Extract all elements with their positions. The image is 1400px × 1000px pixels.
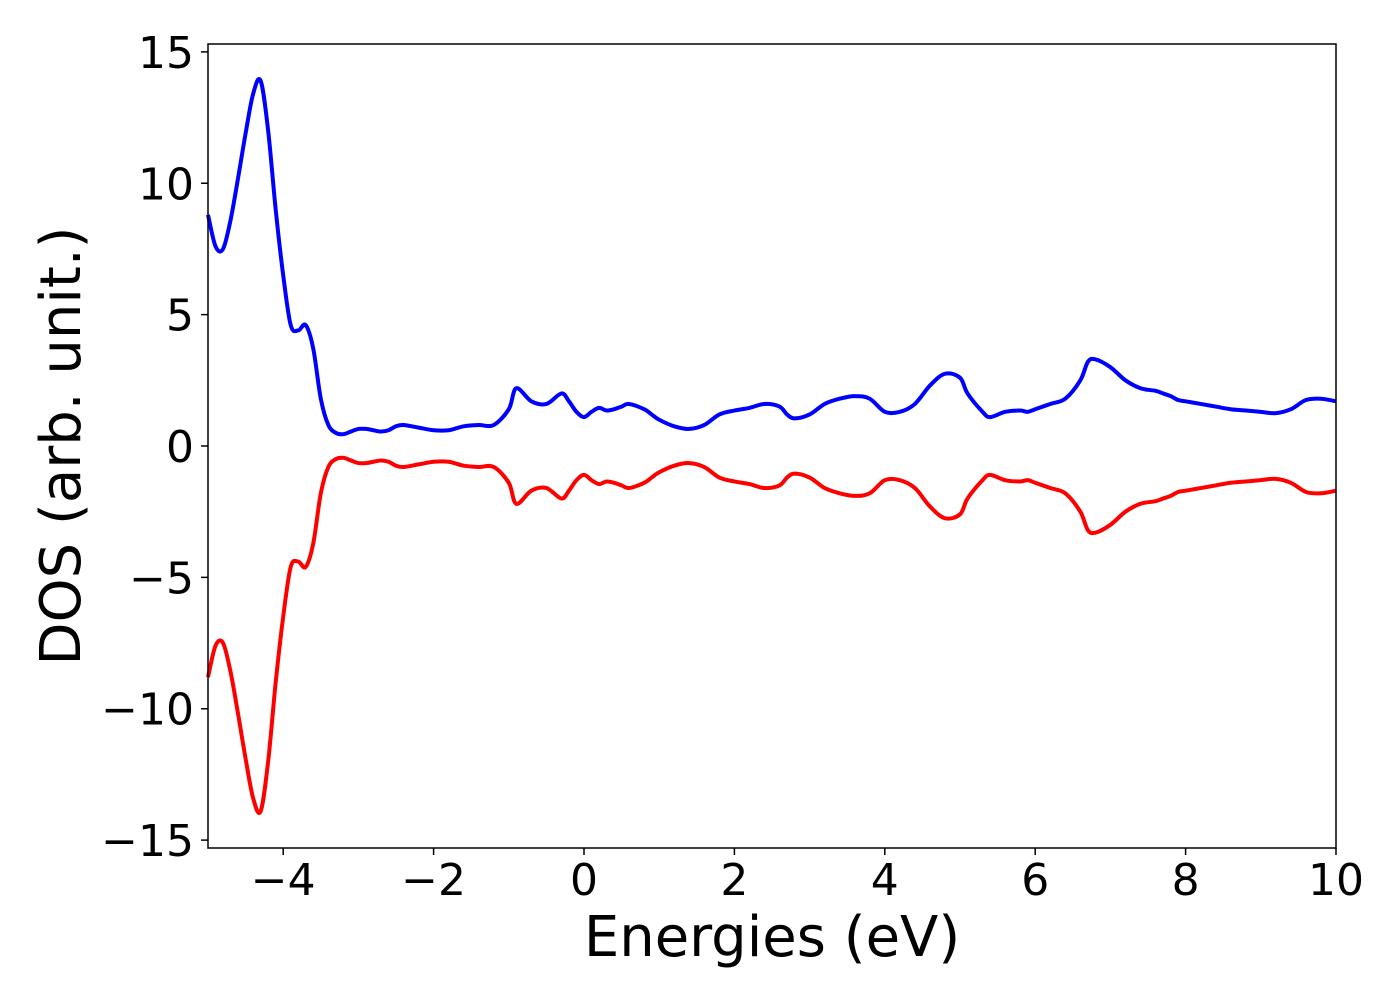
x-tick-label: 10 [1308,855,1364,906]
x-tick-label: −4 [251,855,316,906]
x-tick-label: 4 [871,855,899,906]
x-tick-label: 8 [1172,855,1200,906]
y-axis-label: DOS (arb. unit.) [29,226,94,665]
x-tick-label: −2 [401,855,466,906]
x-tick-label: 6 [1021,855,1049,906]
plot-area [206,77,1337,815]
y-tick-label: −10 [101,685,194,736]
x-tick-label: 2 [720,855,748,906]
y-tick-label: 5 [166,291,194,342]
x-tick-label: 0 [570,855,598,906]
series-line-red [206,455,1337,815]
series-line-blue [206,77,1337,437]
y-axis: 15 10 5 0 −5 −10 −15 [101,28,208,867]
x-axis-label: Energies (eV) [584,905,960,970]
axes-frame [207,43,1337,849]
y-tick-label: 10 [138,159,194,210]
y-tick-label: −15 [101,816,194,867]
x-axis: −4 −2 0 2 4 6 8 10 [251,848,1364,906]
y-tick-label: 0 [166,422,194,473]
y-tick-label: 15 [138,28,194,79]
y-tick-label: −5 [129,553,194,604]
